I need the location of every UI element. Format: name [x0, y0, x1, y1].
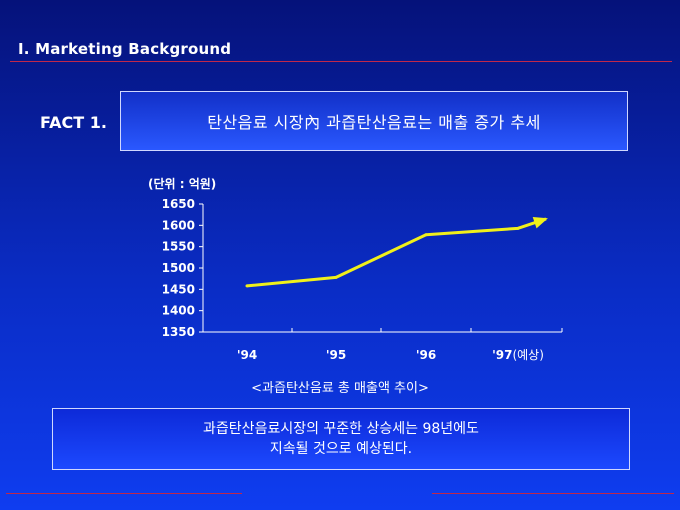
- x-tick-label: '95: [326, 348, 346, 362]
- conclusion-line-2: 지속될 것으로 예상된다.: [269, 441, 413, 457]
- bottom-divider-right: [432, 493, 674, 494]
- top-divider: [10, 61, 672, 62]
- conclusion-box: 과즙탄산음료시장의 꾸준한 상승세는 98년에도 지속될 것으로 예상된다.: [52, 408, 630, 470]
- series-group: [245, 217, 548, 288]
- fact-box: 탄산음료 시장內 과즙탄산음료는 매출 증가 추세: [120, 91, 628, 151]
- y-axis: 1350 1400 1450 1500 1550 1600 1650: [162, 197, 204, 339]
- y-tick-label: 1650: [162, 197, 195, 211]
- data-point: [516, 226, 520, 230]
- x-tick-label: '96: [416, 348, 436, 362]
- data-point: [424, 233, 428, 237]
- y-tick-label: 1450: [162, 282, 195, 296]
- section-title: Ⅰ. Marketing Background: [18, 40, 232, 58]
- fact-text: 탄산음료 시장內 과즙탄산음료는 매출 증가 추세: [207, 113, 541, 132]
- data-point: [245, 284, 249, 288]
- unit-label: (단위 : 억원): [148, 177, 217, 191]
- series-line: [246, 217, 547, 288]
- y-tick-label: 1500: [162, 261, 195, 275]
- chart-caption: <과즙탄산음료 총 매출액 추이>: [251, 381, 429, 396]
- y-tick-label: 1600: [162, 218, 195, 232]
- x-tick-label: '97(예상): [492, 348, 544, 362]
- data-point: [334, 275, 338, 279]
- conclusion-line-1: 과즙탄산음료시장의 꾸준한 상승세는 98년에도: [203, 421, 479, 437]
- x-tick-label: '94: [237, 348, 257, 362]
- trend-arrowhead: [532, 217, 548, 229]
- y-tick-label: 1350: [162, 325, 195, 339]
- y-tick-label: 1400: [162, 304, 195, 318]
- x-axis: '94 '95 '96 '97(예상): [202, 328, 563, 362]
- bottom-divider-left: [6, 493, 242, 494]
- fact-label: FACT 1.: [40, 113, 107, 132]
- y-tick-label: 1550: [162, 240, 195, 254]
